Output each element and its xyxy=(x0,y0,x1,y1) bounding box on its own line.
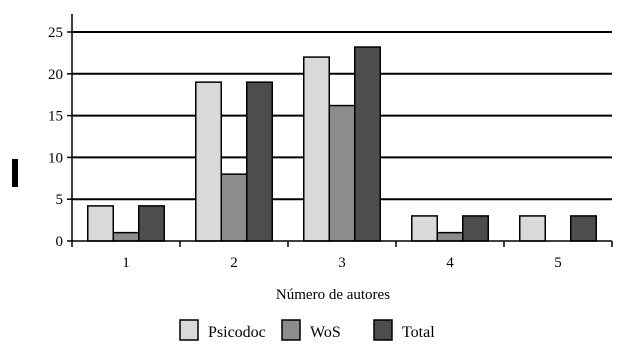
y-tick-label-15: 15 xyxy=(48,109,63,125)
bar-total-3 xyxy=(354,46,381,242)
bar-psicodoc-5 xyxy=(519,215,546,242)
y-tick-label-10: 10 xyxy=(48,150,63,166)
bar-wos-1 xyxy=(112,231,140,242)
bar-total-1 xyxy=(138,205,165,242)
x-axis-title: Número de autores xyxy=(276,287,390,303)
y-tick-labels: 0 5 10 15 20 25 xyxy=(48,25,72,250)
y-tick-label-0: 0 xyxy=(56,234,64,250)
x-tick-label-1: 1 xyxy=(122,255,130,271)
y-tick-label-25: 25 xyxy=(48,25,63,41)
legend-swatch-total xyxy=(373,319,393,341)
y-axis-title-mark xyxy=(12,159,18,187)
bar-psicodoc-4 xyxy=(411,215,438,242)
bar-total-2 xyxy=(246,81,273,242)
x-tick-label-5: 5 xyxy=(554,255,562,271)
bar-psicodoc-1 xyxy=(87,205,114,242)
bar-total-4 xyxy=(462,215,489,242)
bar-psicodoc-3 xyxy=(303,56,330,242)
bar-wos-2 xyxy=(220,173,248,242)
axes xyxy=(71,14,612,242)
y-tick-label-20: 20 xyxy=(48,67,63,83)
x-tick-label-2: 2 xyxy=(230,255,238,271)
x-tick-labels: 1 2 3 4 5 xyxy=(71,241,613,271)
legend-swatch-wos xyxy=(281,319,301,341)
legend-label-psicodoc: Psicodoc xyxy=(208,324,266,341)
x-tick-label-3: 3 xyxy=(338,255,346,271)
bar-wos-3 xyxy=(328,104,356,242)
legend-swatch-psicodoc xyxy=(179,319,199,341)
y-tick-label-5: 5 xyxy=(56,192,64,208)
x-tick-label-4: 4 xyxy=(446,255,454,271)
bars xyxy=(87,46,597,242)
legend: Psicodoc WoS Total xyxy=(179,319,435,341)
bar-total-5 xyxy=(570,215,597,242)
bar-psicodoc-2 xyxy=(195,81,222,242)
bar-wos-4 xyxy=(436,231,464,242)
legend-label-total: Total xyxy=(402,324,435,341)
legend-label-wos: WoS xyxy=(310,324,341,341)
